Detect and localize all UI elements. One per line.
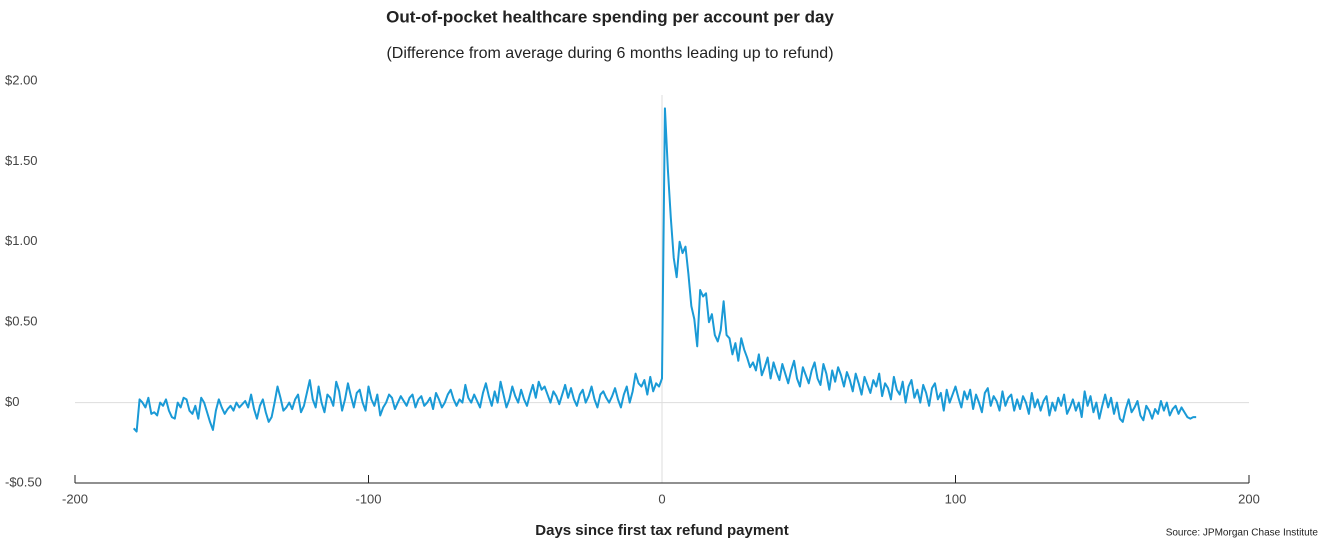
x-tick-label: 0 xyxy=(658,491,665,506)
chart-subtitle: (Difference from average during 6 months… xyxy=(386,45,833,62)
y-tick-label: -$0.50 xyxy=(5,474,42,489)
chart-title: Out-of-pocket healthcare spending per ac… xyxy=(386,7,834,26)
x-axis-label: Days since first tax refund payment xyxy=(535,522,788,539)
x-tick-label: -100 xyxy=(355,491,381,506)
y-tick-label: $1.50 xyxy=(5,153,38,168)
x-tick-label: 200 xyxy=(1238,491,1260,506)
source: Source: JPMorgan Chase Institute xyxy=(1166,528,1319,539)
x-tick-label: -200 xyxy=(62,491,88,506)
x-tick-label: 100 xyxy=(945,491,967,506)
y-tick-label: $0.50 xyxy=(5,314,38,329)
y-tick-label: $1.00 xyxy=(5,233,38,248)
data-line xyxy=(132,107,1197,433)
y-tick-label: $2.00 xyxy=(5,72,38,87)
y-tick-label: $0 xyxy=(5,394,19,409)
